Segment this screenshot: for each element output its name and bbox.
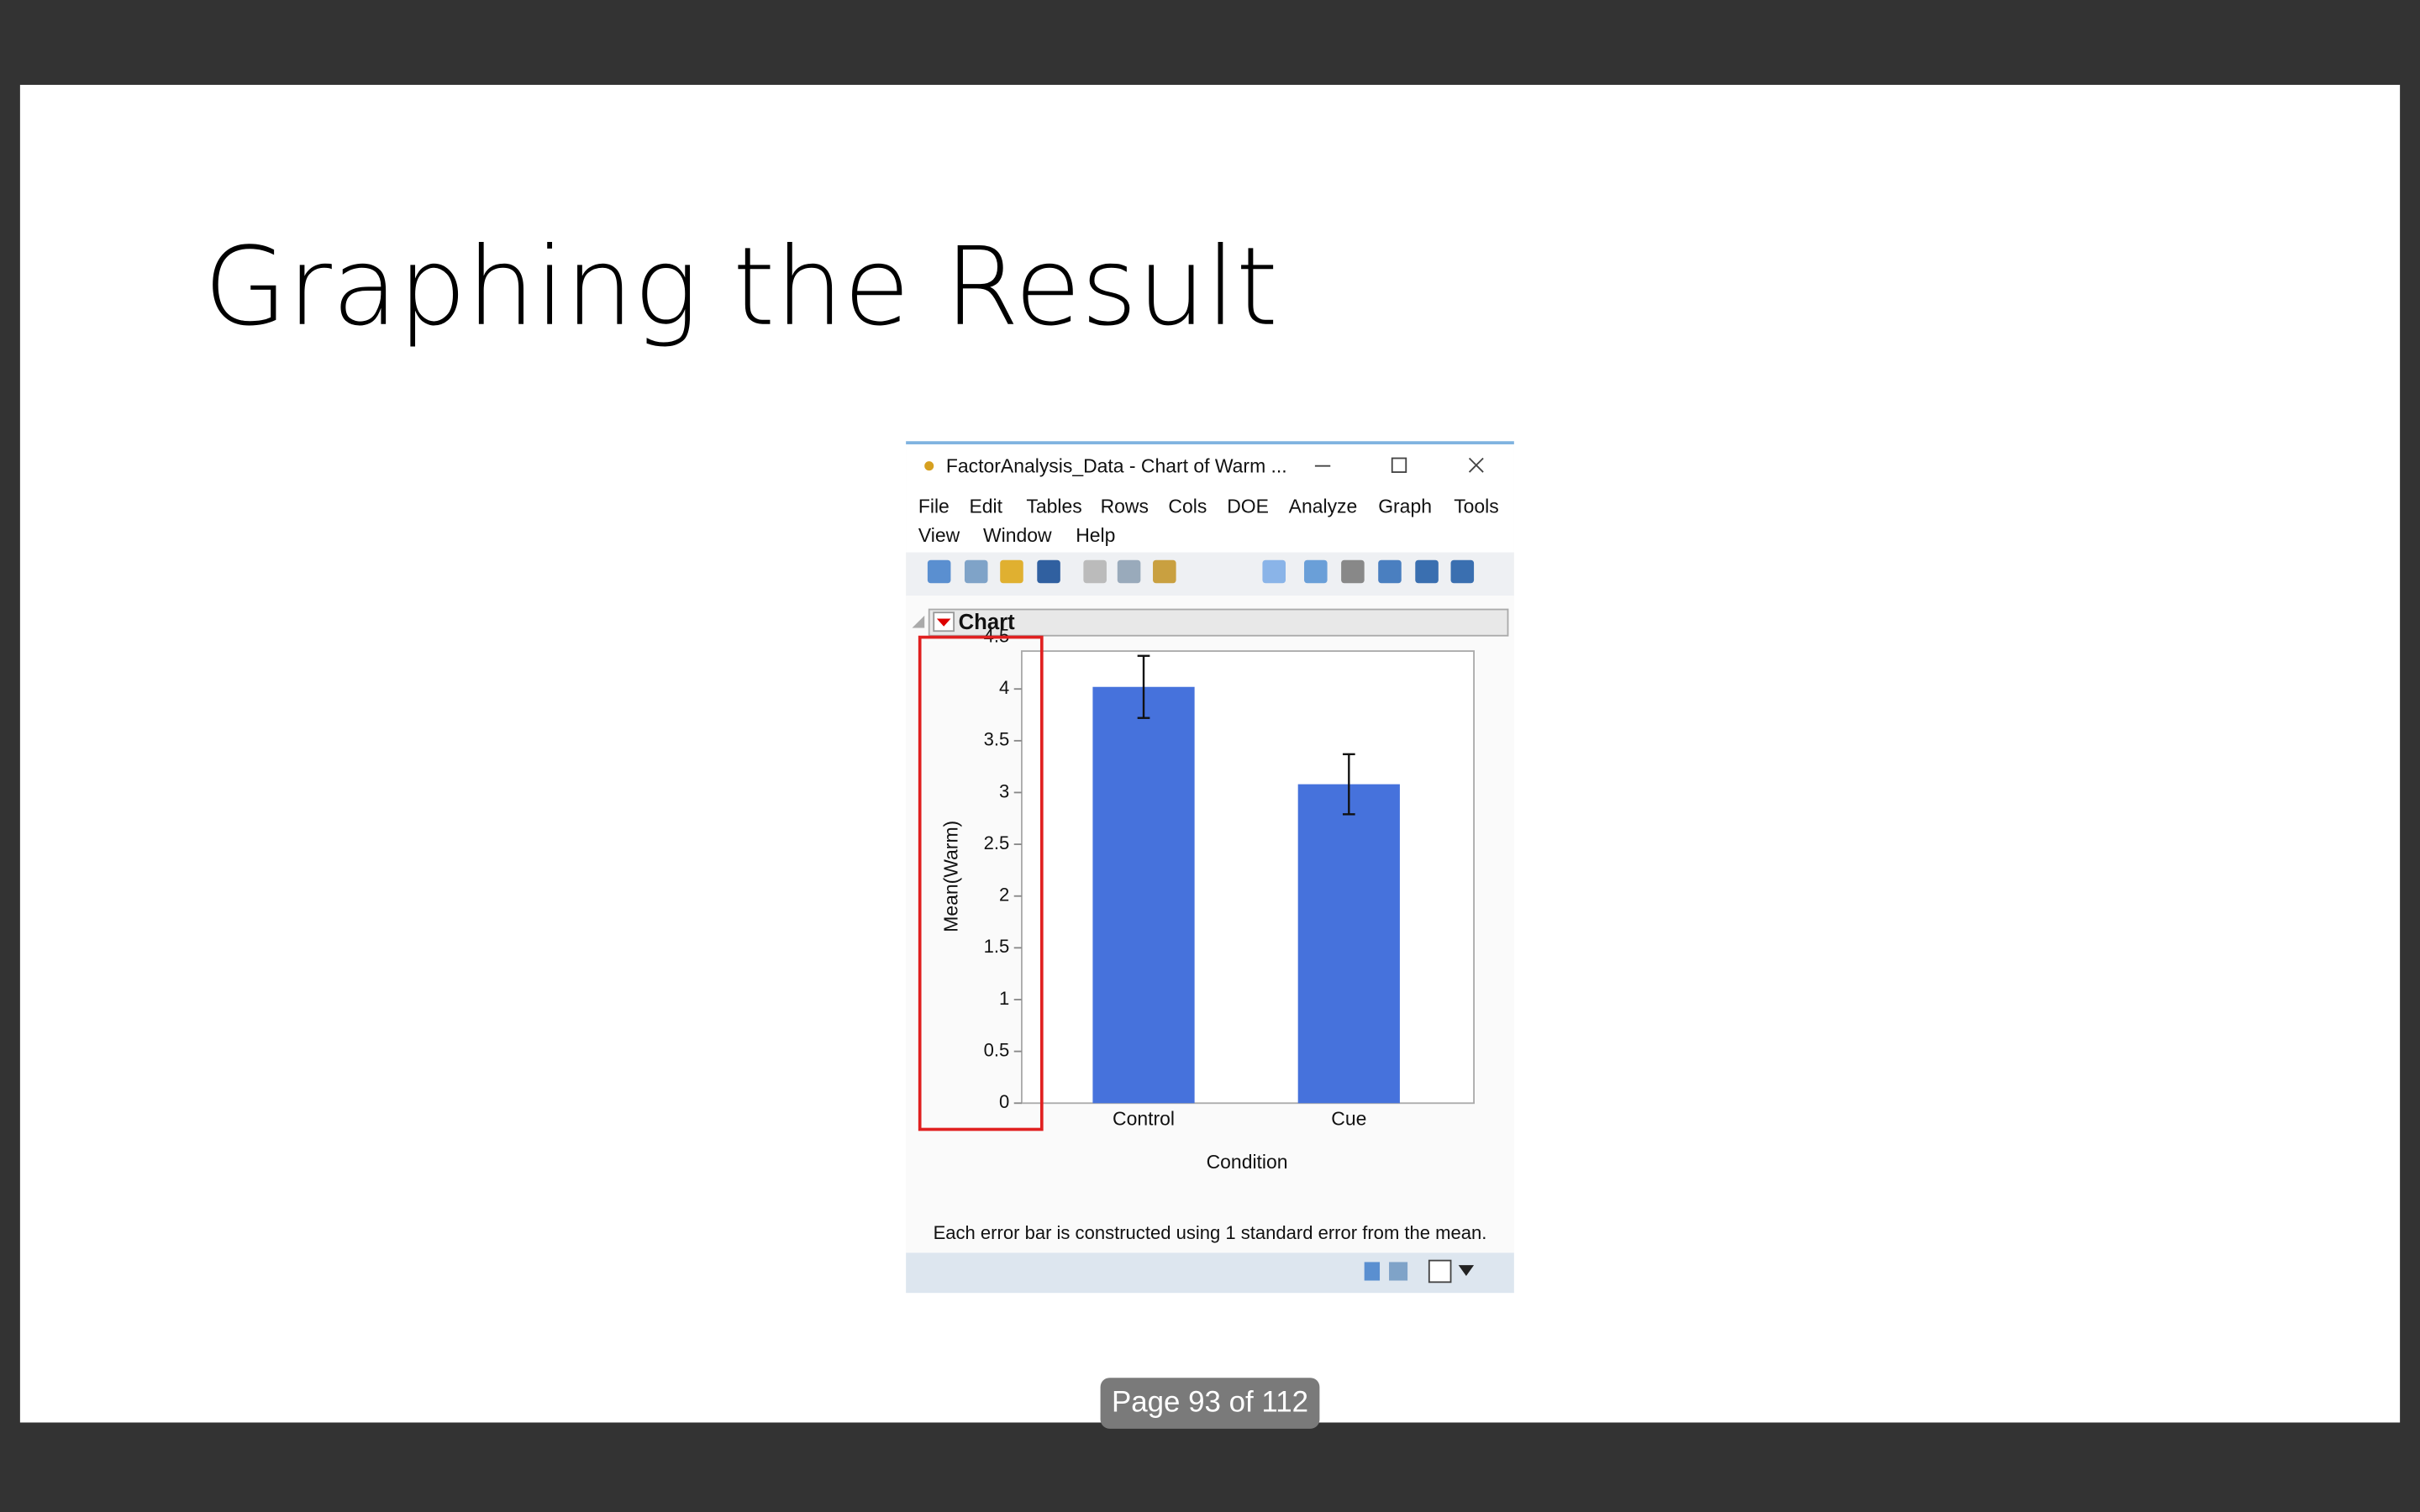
page-indicator: Page 93 of 112 (1112, 1386, 1308, 1419)
page-badge (1100, 1378, 1320, 1429)
y-axis-title: Mean(Warm) (939, 821, 961, 932)
title-bar (906, 444, 1514, 491)
menu-bar (906, 491, 1514, 553)
menu-item[interactable]: DOE (1227, 495, 1269, 517)
toolbar-button[interactable] (1153, 559, 1176, 584)
x-tick-label: Control (1113, 1108, 1175, 1130)
maximize-button[interactable] (1391, 457, 1407, 473)
menu-item[interactable]: Tables (1026, 495, 1081, 517)
toolbar-button[interactable] (1304, 559, 1328, 584)
menu-item[interactable]: Graph (1378, 495, 1432, 517)
toolbar-button[interactable] (1000, 559, 1023, 584)
toolbar-button[interactable] (927, 559, 951, 584)
y-tick-label: 0 (999, 1091, 1009, 1112)
y-tick-label: 0.5 (984, 1039, 1010, 1060)
status-checkbox[interactable] (1428, 1259, 1452, 1284)
toolbar-button[interactable] (1450, 559, 1475, 584)
status-icon[interactable] (1364, 1262, 1381, 1281)
error-bar (1342, 753, 1355, 816)
y-tick-label: 4 (999, 677, 1009, 698)
plot-frame (1021, 650, 1475, 1105)
status-dropdown[interactable] (1458, 1265, 1475, 1276)
error-bar (1137, 654, 1150, 719)
toolbar-button[interactable] (1037, 559, 1060, 584)
menu-item[interactable]: Cols (1168, 495, 1207, 517)
toolbar-button[interactable] (1262, 559, 1286, 584)
menu-item[interactable]: File (918, 495, 950, 517)
x-tick-label: Cue (1331, 1108, 1366, 1130)
bar (1092, 686, 1195, 1104)
toolbar-button[interactable] (1083, 559, 1107, 584)
menu-item[interactable]: Analyze (1289, 495, 1358, 517)
y-tick-label: 1 (999, 988, 1009, 1009)
section-title: Chart (959, 611, 1016, 634)
slide-title: Graphing the Result (203, 225, 1278, 350)
toolbar-button[interactable] (1117, 559, 1141, 584)
window-title: FactorAnalysis_Data - Chart of Warm ... (946, 455, 1287, 477)
menu-item[interactable]: Window (983, 524, 1052, 546)
close-button[interactable] (1468, 457, 1484, 473)
menu-item[interactable]: View (918, 524, 960, 546)
status-icon[interactable] (1389, 1262, 1408, 1281)
app-icon (924, 461, 934, 471)
outline-header[interactable] (928, 608, 1509, 637)
y-tick-label: 2 (999, 885, 1009, 906)
toolbar-button[interactable] (1415, 559, 1439, 584)
menu-item[interactable]: Help (1076, 524, 1115, 546)
menu-item[interactable]: Tools (1454, 495, 1499, 517)
toolbar-button[interactable] (1341, 559, 1365, 584)
toolbar-button[interactable] (964, 559, 988, 584)
y-tick-label: 3 (999, 780, 1009, 801)
bar (1297, 784, 1400, 1104)
red-triangle (936, 618, 951, 627)
highlight-box (918, 635, 1044, 1131)
menu-item[interactable]: Rows (1101, 495, 1149, 517)
x-axis-title: Condition (1207, 1151, 1288, 1173)
status-bar (906, 1252, 1514, 1294)
y-tick-label: 1.5 (984, 936, 1010, 957)
y-tick-label: 2.5 (984, 832, 1010, 853)
chart-note: Each error bar is constructed using 1 st… (934, 1222, 1487, 1243)
menu-item[interactable]: Edit (969, 495, 1002, 517)
y-tick-label: 3.5 (984, 729, 1010, 750)
toolbar-button[interactable] (1378, 559, 1402, 584)
